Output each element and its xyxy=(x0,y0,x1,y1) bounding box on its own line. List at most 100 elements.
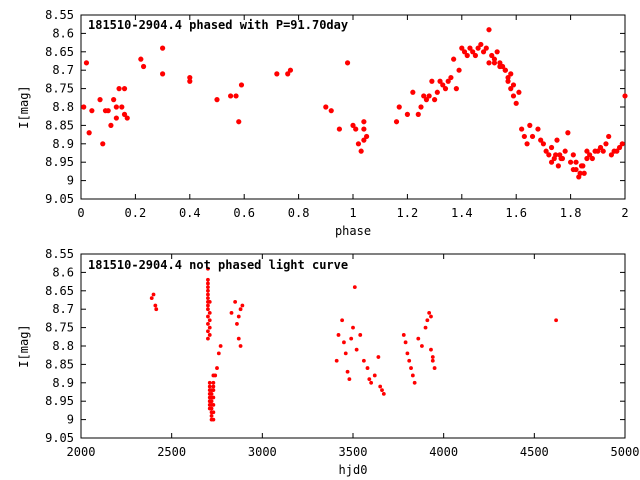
phased-data-point xyxy=(608,152,615,158)
phased-data-point xyxy=(274,71,280,77)
phased-data-point xyxy=(491,56,498,62)
unphased-data-point xyxy=(345,369,350,374)
phased-x-tick-label: 2 xyxy=(621,206,628,220)
unphased-data-point xyxy=(215,366,219,370)
unphased-y-tick-label: 8.6 xyxy=(52,265,74,279)
unphased-data-point xyxy=(367,377,372,382)
phased-x-tick-label: 0 xyxy=(77,206,84,220)
phased-data-point xyxy=(111,97,117,103)
phased-x-tick-label: 1 xyxy=(349,206,356,220)
phased-data-point xyxy=(570,166,576,173)
phased-panel: 0 0.2 0.4 0.6 0.8 1 1.2 1.4 1.6 1.8 2 8.55 8.6 8.65 8.… xyxy=(17,8,629,238)
phased-data-point xyxy=(89,108,95,114)
phased-data-point xyxy=(124,115,130,121)
phased-data-point xyxy=(228,93,234,99)
phased-data-point xyxy=(418,104,424,110)
phased-data-point xyxy=(508,71,514,77)
unphased-data-point xyxy=(349,336,354,341)
phased-data-point xyxy=(521,133,527,140)
phased-data-point xyxy=(421,93,427,99)
phased-data-point xyxy=(565,130,571,136)
unphased-data-point xyxy=(211,395,216,400)
phased-data-point xyxy=(432,97,438,103)
unphased-data-point xyxy=(207,318,212,323)
unphased-x-tick-label: 3500 xyxy=(339,445,368,459)
unphased-data-point xyxy=(233,299,238,304)
unphased-data-point xyxy=(412,380,417,385)
phased-data-point xyxy=(361,126,367,132)
unphased-data-point xyxy=(376,355,381,359)
unphased-data-point xyxy=(429,314,433,319)
unphased-y-tick-label: 8.7 xyxy=(52,302,74,316)
phased-data-point xyxy=(415,111,421,117)
phased-data-point xyxy=(510,82,517,88)
unphased-data-point xyxy=(235,322,239,326)
phased-data-point xyxy=(535,126,541,132)
unphased-y-axis-label: I[mag] xyxy=(17,324,31,367)
phased-data-point xyxy=(456,67,462,73)
unphased-data-point xyxy=(211,380,216,385)
phased-data-point xyxy=(584,155,590,162)
phased-data-point xyxy=(540,141,547,147)
unphased-data-point xyxy=(409,366,413,370)
unphased-title: 181510-2904.4 not phased light curve xyxy=(88,258,348,272)
unphased-x-tick-label: 2000 xyxy=(67,445,96,459)
unphased-data-point xyxy=(427,310,432,315)
unphased-x-tick-label: 4500 xyxy=(520,445,549,459)
phased-data-point xyxy=(577,170,583,176)
phased-y-tick-label: 8.9 xyxy=(52,137,74,151)
phased-data-point xyxy=(138,56,144,62)
unphased-data-point xyxy=(336,333,341,337)
phased-data-point xyxy=(475,45,481,51)
phased-data-point xyxy=(437,78,443,84)
phased-data-point xyxy=(587,152,593,158)
phased-data-point xyxy=(187,78,193,84)
phased-data-point xyxy=(619,141,625,147)
phased-data-point xyxy=(404,111,410,117)
phased-x-tick-label: 1.6 xyxy=(505,206,527,220)
unphased-data-point xyxy=(416,336,421,341)
phased-data-point xyxy=(467,45,473,51)
unphased-data-point xyxy=(401,333,406,337)
phased-data-point xyxy=(121,86,128,92)
phased-data-point xyxy=(83,60,90,66)
phased-y-tick-label: 8.95 xyxy=(45,155,74,169)
unphased-data-point xyxy=(206,288,210,293)
unphased-data-point xyxy=(354,347,359,352)
phased-data-point xyxy=(160,71,166,77)
phased-data-point xyxy=(510,93,517,99)
phased-data-point xyxy=(434,89,440,95)
unphased-y-tick-label: 8.75 xyxy=(45,321,74,335)
unphased-data-point xyxy=(207,380,212,385)
phased-data-point xyxy=(505,74,511,81)
unphased-data-point xyxy=(334,358,339,363)
unphased-data-point xyxy=(206,314,210,319)
unphased-data-point xyxy=(240,303,245,308)
unphased-data-point xyxy=(343,351,348,356)
phased-data-point xyxy=(440,82,446,88)
unphased-data-point xyxy=(351,325,355,330)
unphased-data-point xyxy=(154,307,159,312)
unphased-y-tick-label: 9.05 xyxy=(45,431,74,445)
phased-data-point xyxy=(459,45,465,51)
phased-data-point xyxy=(516,89,522,95)
unphased-data-point xyxy=(206,277,210,282)
phased-data-point xyxy=(614,148,620,154)
unphased-data-point xyxy=(211,410,216,415)
unphased-data-point xyxy=(206,322,210,326)
phased-y-tick-label: 8.55 xyxy=(45,8,74,22)
unphased-data-point xyxy=(206,307,210,312)
phased-data-point xyxy=(214,97,220,103)
phased-data-point xyxy=(187,74,193,81)
unphased-data-point xyxy=(378,384,383,389)
phased-data-point xyxy=(478,41,484,48)
phased-data-point xyxy=(323,104,329,110)
unphased-y-tick-label: 8.9 xyxy=(52,376,74,390)
unphased-data-point xyxy=(207,384,212,389)
phased-data-point xyxy=(489,52,495,59)
phased-data-point xyxy=(442,86,449,92)
unphased-data-point xyxy=(218,344,223,348)
unphased-data-point xyxy=(206,296,210,301)
unphased-data-point xyxy=(358,333,363,337)
unphased-x-tick-label: 2500 xyxy=(157,445,186,459)
